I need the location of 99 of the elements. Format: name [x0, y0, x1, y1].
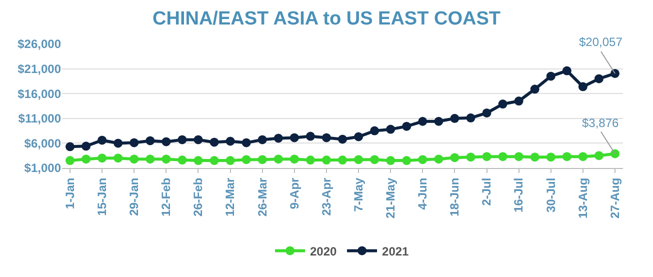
point [594, 74, 604, 84]
point [402, 156, 412, 166]
point [610, 68, 620, 78]
point [306, 132, 315, 141]
point [354, 155, 364, 164]
point [114, 138, 123, 148]
point [546, 152, 556, 162]
chart-title: CHINA/EAST ASIA to US EAST COAST [152, 8, 501, 30]
x-tick-label: 26-Feb [191, 178, 206, 216]
point [578, 152, 588, 162]
y-tick-label: $26,000 [18, 37, 62, 52]
point [498, 100, 508, 109]
point [354, 132, 364, 142]
x-tick-label: 21-May [383, 177, 398, 218]
point [130, 154, 139, 164]
point [322, 133, 331, 142]
x-tick-label: 12-Mar [223, 177, 238, 216]
point [114, 154, 123, 163]
point [546, 72, 556, 81]
point [338, 156, 347, 165]
x-tick-label: 16-Jul [512, 178, 526, 212]
x-tick-label: 29-Jan [127, 178, 142, 216]
point [418, 116, 428, 126]
legend-label: 2021 [382, 244, 410, 258]
x-tick-label: 1-Jan [62, 178, 77, 210]
x-tick-label: 9-Apr [287, 177, 302, 210]
x-tick-label: 4-Jun [416, 178, 430, 210]
point [162, 137, 171, 146]
point [178, 135, 187, 144]
x-tick-label: 7-May [351, 177, 366, 212]
point [514, 152, 524, 162]
x-tick-label: 15-Jan [94, 178, 109, 216]
point [418, 155, 428, 164]
point [498, 152, 508, 162]
y-tick-label: $21,000 [18, 62, 62, 76]
point [194, 135, 203, 144]
point [178, 156, 187, 165]
point [66, 142, 75, 152]
point [530, 84, 540, 94]
point [306, 156, 315, 165]
x-tick-label: 27-Aug [608, 178, 622, 218]
x-tick-label: 2-Jul [480, 178, 494, 206]
point [290, 154, 299, 164]
point [226, 136, 235, 146]
point [530, 152, 540, 162]
y-tick-label: $6,000 [24, 136, 62, 150]
point [482, 108, 492, 118]
point [482, 152, 492, 162]
point [242, 155, 251, 164]
point [610, 149, 620, 158]
point [258, 155, 267, 164]
point [210, 156, 219, 166]
point [98, 154, 107, 163]
point [338, 134, 347, 144]
point [370, 126, 380, 136]
point [466, 152, 476, 162]
point [98, 136, 107, 145]
x-tick-label: 30-Jul [544, 178, 558, 212]
point [594, 151, 604, 160]
point [370, 155, 380, 164]
point [562, 152, 572, 162]
point [434, 154, 444, 164]
point [386, 156, 396, 166]
x-tick-label: 23-Apr [319, 177, 334, 216]
point [82, 142, 91, 151]
x-tick-label: 18-Jun [448, 178, 462, 216]
point [450, 114, 460, 123]
data-label: $20,057 [579, 35, 623, 49]
data-label: $3,876 [582, 116, 620, 130]
point [194, 156, 203, 166]
x-tick-label: 26-Mar [255, 177, 270, 216]
point [578, 82, 588, 92]
y-tick-label: $11,000 [18, 112, 62, 126]
point [146, 136, 155, 146]
x-tick-label: 13-Aug [576, 178, 590, 218]
point [66, 156, 75, 166]
point [130, 138, 139, 148]
x-tick-label: 12-Feb [159, 178, 174, 216]
point [210, 138, 219, 147]
point [450, 153, 460, 162]
point [242, 138, 251, 148]
y-tick-label: $1,000 [24, 161, 62, 176]
point [290, 133, 299, 142]
point [466, 113, 476, 122]
point [402, 122, 412, 131]
point [386, 124, 396, 134]
y-tick-label: $16,000 [18, 86, 62, 101]
point [562, 66, 572, 76]
point [274, 134, 283, 143]
point [514, 96, 524, 106]
point [226, 156, 235, 166]
point [258, 135, 267, 144]
point [162, 154, 171, 164]
point [434, 116, 444, 126]
point [274, 154, 283, 164]
point [146, 154, 155, 164]
point [82, 154, 91, 164]
legend-label: 2020 [310, 244, 338, 258]
point [322, 156, 331, 165]
